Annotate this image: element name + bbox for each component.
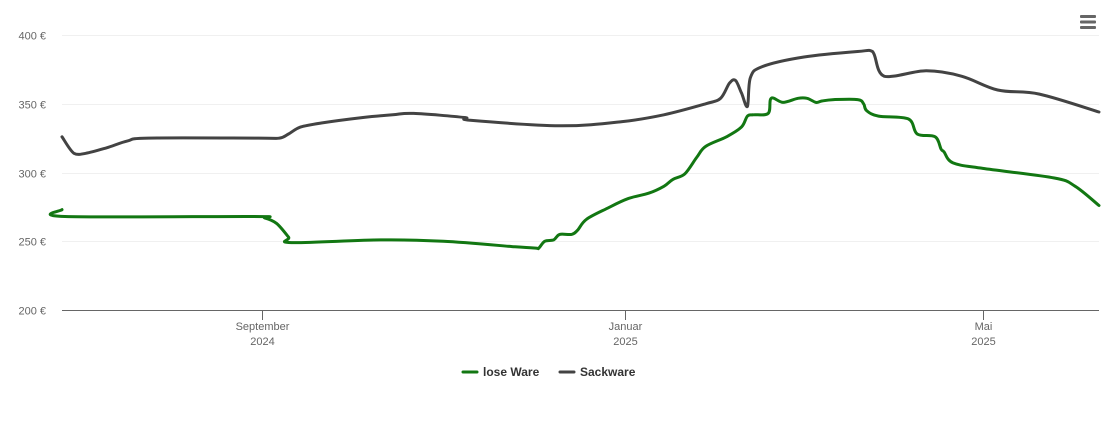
y-tick-label: 300 €: [18, 169, 46, 181]
x-axis: September 2024 Januar 2025 Mai 2025: [62, 310, 1099, 348]
legend-item-lose-ware[interactable]: lose Ware: [461, 365, 540, 379]
y-tick-label: 250 €: [18, 237, 46, 249]
legend[interactable]: lose Ware Sackware: [461, 365, 636, 379]
x-tick-sublabel: 2025: [971, 336, 995, 348]
legend-item-sackware[interactable]: Sackware: [558, 365, 636, 379]
legend-label: Sackware: [580, 365, 636, 379]
grid-lines: [62, 35, 1099, 242]
y-tick-label: 350 €: [18, 100, 46, 112]
hamburger-menu-icon: [1080, 15, 1096, 29]
series-line-lose-ware[interactable]: [48, 96, 1101, 251]
series-line-sackware[interactable]: [60, 48, 1101, 156]
x-tick-label: September: [236, 321, 290, 333]
y-tick-label: 200 €: [18, 306, 46, 318]
chart-menu-button[interactable]: [1074, 10, 1102, 34]
y-axis-tick-labels: 400 € 350 € 300 € 250 € 200 €: [18, 31, 46, 318]
x-tick-label: Januar: [609, 321, 643, 333]
x-tick-sublabel: 2024: [250, 336, 274, 348]
x-tick-sublabel: 2025: [613, 336, 637, 348]
y-tick-label: 400 €: [18, 31, 46, 43]
series-lines: [48, 48, 1101, 251]
legend-label: lose Ware: [483, 365, 540, 379]
x-tick-label: Mai: [975, 321, 993, 333]
